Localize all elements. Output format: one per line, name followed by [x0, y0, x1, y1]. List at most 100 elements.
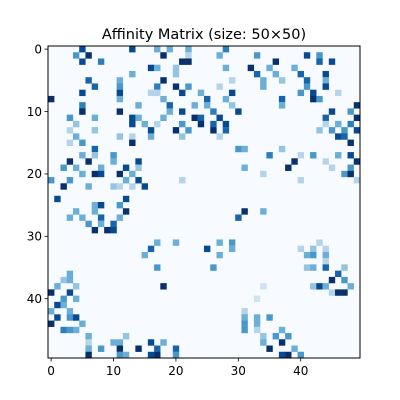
- heatmap-cell: [97, 58, 105, 65]
- heatmap-cell: [160, 283, 167, 290]
- heatmap-cell: [135, 345, 142, 352]
- heatmap-cell: [197, 114, 205, 122]
- heatmap-cell: [310, 95, 317, 103]
- heatmap-cell: [79, 214, 86, 221]
- heatmap-cell: [310, 89, 317, 97]
- heatmap-cell: [179, 177, 186, 184]
- heatmap-cell: [335, 133, 342, 140]
- heatmap-cell: [116, 77, 124, 84]
- heatmap-cell: [154, 239, 161, 246]
- heatmap-cell: [66, 114, 74, 122]
- heatmap-cell: [116, 89, 124, 97]
- heatmap-cell: [335, 289, 342, 296]
- heatmap-cell: [66, 276, 74, 284]
- heatmap-cell: [291, 345, 298, 352]
- heatmap-cell: [185, 58, 192, 65]
- heatmap-cell: [60, 276, 67, 284]
- heatmap-cell: [347, 139, 354, 146]
- heatmap-cell: [129, 46, 136, 53]
- heatmap-cell: [66, 177, 74, 184]
- heatmap-cell: [160, 77, 167, 84]
- heatmap-cell: [179, 89, 186, 97]
- heatmap-cell: [60, 301, 67, 309]
- heatmap-cell: [228, 239, 236, 246]
- heatmap-cell: [122, 177, 130, 184]
- heatmap-cell: [135, 177, 142, 184]
- heatmap-cell: [48, 95, 55, 103]
- heatmap-cell: [160, 52, 167, 59]
- heatmap-cell: [235, 214, 242, 221]
- heatmap-cell: [129, 170, 136, 178]
- heatmap-cell: [316, 58, 323, 65]
- heatmap-cell: [122, 164, 130, 171]
- heatmap-cell: [316, 95, 323, 103]
- heatmap-cell: [272, 58, 280, 65]
- heatmap-cell: [322, 77, 329, 84]
- heatmap-cell: [297, 89, 304, 97]
- heatmap-cell: [91, 152, 99, 159]
- heatmap-cell: [66, 308, 74, 315]
- heatmap-cell: [85, 339, 92, 346]
- heatmap-cell: [66, 127, 74, 134]
- heatmap-cell: [154, 120, 161, 128]
- heatmap-cell: [266, 345, 273, 352]
- heatmap-cell: [129, 120, 136, 128]
- heatmap-cell: [278, 351, 286, 359]
- heatmap-cell: [72, 164, 80, 171]
- heatmap-cell: [222, 95, 230, 103]
- heatmap-cell: [328, 58, 336, 65]
- x-tick-label: 0: [47, 364, 55, 378]
- heatmap-cell: [110, 183, 117, 190]
- heatmap-cell: [79, 46, 86, 53]
- y-tick-label: 30: [27, 230, 42, 244]
- heatmap-cell: [260, 339, 267, 346]
- heatmap-cell: [116, 345, 124, 352]
- heatmap-cell: [85, 77, 92, 84]
- heatmap-cell: [122, 195, 130, 203]
- heatmap-cell: [322, 264, 329, 271]
- heatmap-cell: [216, 239, 223, 246]
- heatmap-cell: [110, 339, 117, 346]
- heatmap-cell: [179, 108, 186, 115]
- heatmap-cell: [310, 283, 317, 290]
- heatmap-cell: [154, 64, 161, 72]
- heatmap-cell: [222, 64, 230, 72]
- heatmap-cell: [185, 127, 192, 134]
- heatmap-cell: [197, 120, 205, 128]
- heatmap-cell: [79, 89, 86, 97]
- heatmap-cell: [316, 283, 323, 290]
- heatmap-cell: [141, 251, 148, 259]
- heatmap-cell: [253, 295, 261, 302]
- heatmap-cell: [228, 245, 236, 253]
- heatmap-cell: [272, 333, 280, 340]
- heatmap-cell: [54, 314, 61, 321]
- heatmap-cell: [172, 70, 180, 78]
- heatmap-cell: [91, 202, 99, 209]
- heatmap-cell: [297, 245, 304, 253]
- heatmap-cell: [328, 276, 336, 284]
- chart-title: Affinity Matrix (size: 50×50): [102, 27, 306, 43]
- heatmap-cell: [129, 70, 136, 78]
- heatmap-cell: [297, 152, 304, 159]
- y-tick-label: 40: [27, 292, 42, 306]
- heatmap-cell: [166, 46, 173, 53]
- heatmap-cell: [54, 283, 61, 290]
- heatmap-cell: [91, 145, 99, 153]
- heatmap-cell: [66, 326, 74, 334]
- heatmap-cell: [210, 108, 217, 115]
- heatmap-cell: [60, 164, 67, 171]
- heatmap-cell: [97, 214, 105, 221]
- heatmap-cell: [110, 226, 117, 234]
- heatmap-cell: [60, 183, 67, 190]
- heatmap-cell: [216, 133, 223, 140]
- heatmap-cell: [310, 245, 317, 253]
- heatmap-cell: [79, 58, 86, 65]
- heatmap-cell: [172, 239, 180, 246]
- heatmap-cell: [48, 177, 55, 184]
- heatmap-cell: [253, 326, 261, 334]
- heatmap-cell: [297, 351, 304, 359]
- heatmap-cell: [79, 320, 86, 327]
- heatmap-cell: [79, 139, 86, 146]
- heatmap-cell: [97, 202, 105, 209]
- heatmap-cell: [72, 120, 80, 128]
